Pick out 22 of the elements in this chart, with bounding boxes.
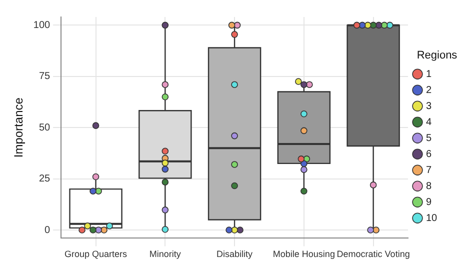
y-tick-label: 25: [38, 174, 51, 185]
x-tick-label: Mobile Housing: [272, 249, 335, 260]
y-tick-label: 100: [33, 20, 51, 31]
legend-label: 2: [426, 84, 432, 96]
legend-label: 3: [426, 100, 432, 112]
legend-title: Regions: [416, 49, 458, 62]
x-tick-label: Group Quarters: [64, 249, 128, 260]
x-tick-label: Minority: [149, 249, 182, 260]
y-tick-label: 50: [38, 122, 51, 134]
x-tick-label: Democratic Voting: [336, 249, 410, 260]
legend-label: 6: [426, 148, 432, 160]
legend-label: 8: [426, 180, 432, 192]
y-axis-title: Importance: [12, 97, 26, 158]
legend-label: 7: [426, 164, 432, 176]
legend-label: 1: [426, 68, 432, 80]
y-tick-label: 0: [44, 224, 51, 236]
legend-label: 4: [426, 116, 432, 128]
legend-label: 5: [426, 132, 432, 144]
legend-label: 9: [426, 196, 432, 208]
y-tick-label: 75: [38, 71, 51, 82]
legend-label: 10: [426, 212, 438, 224]
x-tick-label: Disability: [216, 249, 254, 260]
